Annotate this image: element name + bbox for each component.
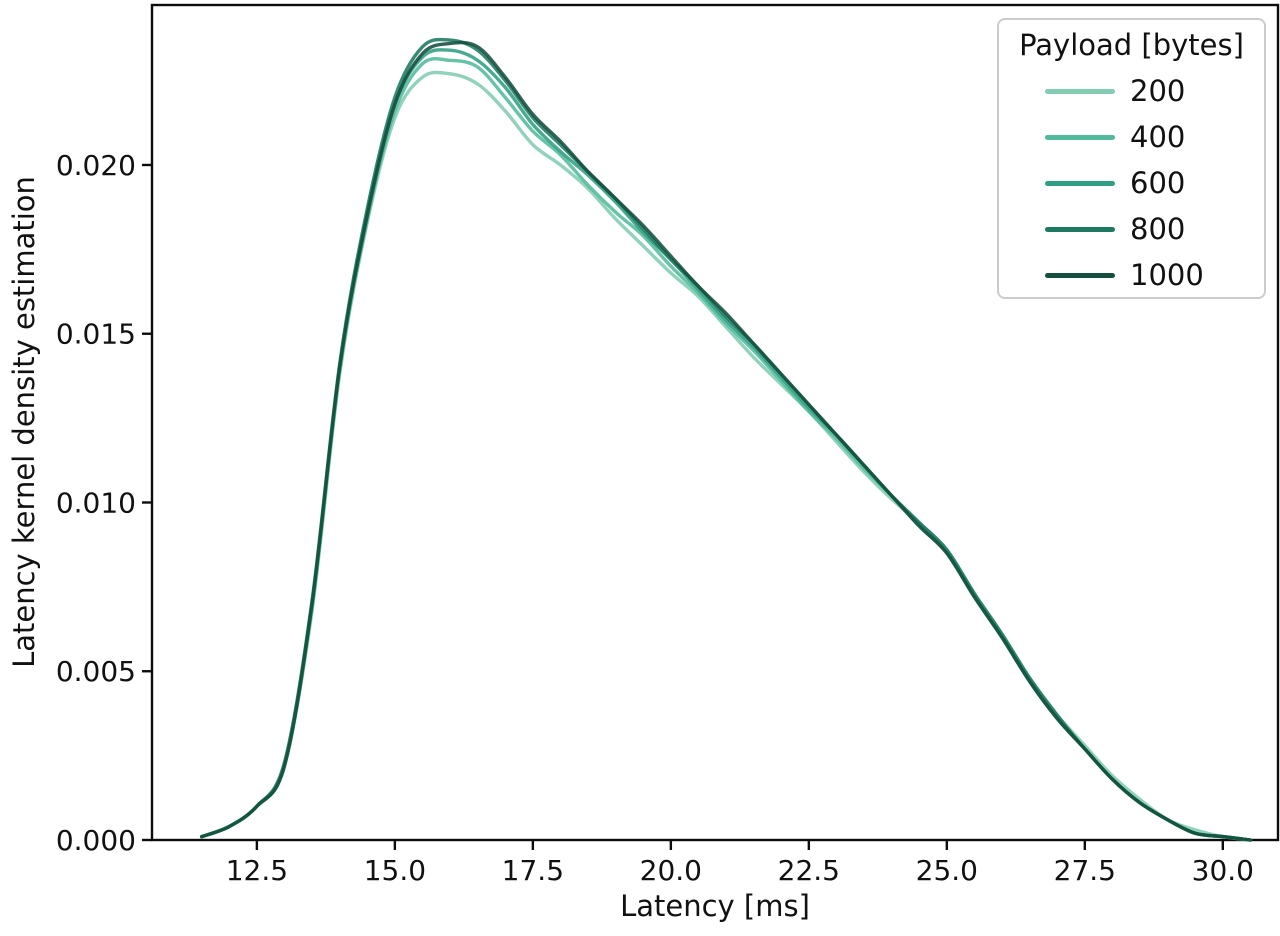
plot-frame (150, 3, 1280, 842)
y-tick-label: 0.020 (56, 149, 136, 182)
y-tick-label: 0.010 (56, 486, 136, 519)
legend-entry-label: 1000 (1130, 257, 1204, 292)
x-tick-label: 17.5 (502, 854, 564, 887)
legend-entry-label: 800 (1130, 211, 1186, 246)
x-tick-label: 12.5 (226, 854, 288, 887)
x-tick-label: 15.0 (364, 854, 426, 887)
y-tick-label: 0.000 (56, 824, 136, 857)
legend-entry: 600 (999, 160, 1264, 206)
tick-labels: 12.5 15.0 17.5 20.0 22.5 25.0 27.5 30.0 0.000 0.0… (56, 149, 1254, 887)
y-axis-label: Latency kernel density estimation (7, 176, 41, 668)
legend-entry-label: 200 (1130, 73, 1186, 108)
legend-entry: 400 (999, 114, 1264, 160)
x-tick-label: 20.0 (640, 854, 702, 887)
y-tick-label: 0.015 (56, 318, 136, 351)
legend-entry: 200 (999, 68, 1264, 114)
legend-line-swatch (1045, 180, 1115, 186)
legend-line-swatch (1045, 134, 1115, 140)
kde-curves (199, 37, 1253, 842)
tick-marks (142, 163, 1225, 850)
legend-entry: 1000 (999, 252, 1264, 298)
axes-spines (150, 3, 1280, 842)
legend-title: Payload [bytes] (1019, 28, 1244, 62)
legend-entry: 800 (999, 206, 1264, 252)
kde-curve-1000 (199, 40, 1253, 842)
legend: Payload [bytes] 200 400 600 800 1000 (997, 18, 1266, 299)
legend-entry-label: 600 (1130, 165, 1186, 200)
x-tick-label: 22.5 (778, 854, 840, 887)
x-tick-label: 25.0 (916, 854, 978, 887)
x-axis-label: Latency [ms] (620, 889, 810, 923)
x-tick-label: 27.5 (1054, 854, 1116, 887)
legend-entries: 200 400 600 800 1000 (999, 68, 1264, 298)
legend-line-swatch (1045, 272, 1115, 278)
x-tick-label: 30.0 (1192, 854, 1254, 887)
legend-line-swatch (1045, 226, 1115, 232)
y-tick-label: 0.005 (56, 655, 136, 688)
legend-line-swatch (1045, 88, 1115, 94)
legend-entry-label: 400 (1130, 119, 1186, 154)
